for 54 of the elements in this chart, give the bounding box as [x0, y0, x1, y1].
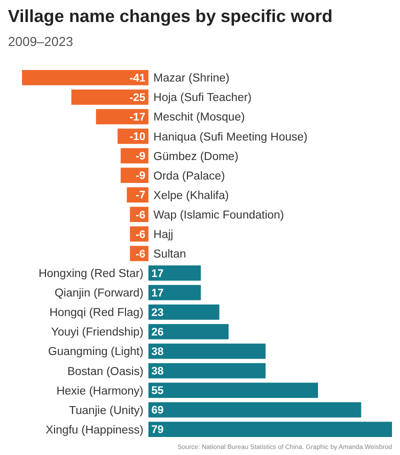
data-label: -6	[136, 248, 146, 260]
data-label: -6	[136, 209, 146, 222]
data-label: 17	[151, 287, 164, 300]
chart-subtitle: 2009–2023	[8, 34, 74, 49]
data-label: 69	[151, 404, 164, 417]
y-tick-label: Guangming (Light)	[48, 346, 144, 358]
data-label: -7	[136, 190, 146, 202]
data-label: -41	[130, 72, 146, 84]
y-tick-label: Orda (Palace)	[153, 170, 226, 182]
chart-title: Village name changes by specific word	[8, 6, 333, 26]
y-tick-label: Meschit (Mosque)	[153, 112, 245, 124]
y-tick-label: Qianjin (Forward)	[54, 288, 144, 300]
y-tick-label: Hexie (Harmony)	[56, 385, 144, 398]
bar	[148, 382, 318, 398]
y-tick-label: Youyi (Friendship)	[51, 326, 144, 339]
bar	[148, 363, 266, 378]
y-tick-label: Hoja (Sufi Teacher)	[153, 92, 252, 104]
y-tick-label: Gümbez (Dome)	[153, 150, 239, 163]
data-label: -10	[130, 131, 146, 144]
data-label: 26	[151, 326, 164, 339]
y-tick-label: Hongqi (Red Flag)	[49, 307, 144, 320]
y-tick-label: Haniqua (Sufi Meeting House)	[153, 131, 308, 144]
bar	[120, 168, 148, 183]
data-label: 23	[151, 306, 164, 319]
bar	[148, 304, 220, 320]
data-label: -17	[130, 112, 146, 124]
bar	[22, 70, 148, 86]
bar	[71, 90, 148, 105]
y-tick-label: Xingfu (Happiness)	[46, 424, 144, 436]
y-tick-label: Wap (Islamic Foundation)	[153, 209, 284, 222]
bar	[148, 402, 362, 418]
bar	[148, 344, 266, 359]
bar	[148, 265, 201, 281]
y-tick-label: Xelpe (Khalifa)	[153, 190, 230, 202]
y-tick-label: Hajj	[153, 228, 174, 241]
bar	[148, 284, 201, 300]
bar	[120, 148, 148, 164]
data-label: 79	[151, 424, 164, 436]
bar	[148, 324, 229, 340]
bar	[96, 109, 148, 124]
data-label: 38	[151, 346, 164, 358]
data-label: 38	[151, 366, 164, 378]
data-label: 55	[151, 385, 164, 398]
data-label: -9	[136, 170, 146, 182]
data-label: -25	[130, 92, 146, 104]
data-label: -6	[136, 228, 146, 241]
y-tick-label: Mazar (Shrine)	[153, 72, 230, 85]
y-tick-label: Bostan (Oasis)	[67, 366, 144, 378]
y-tick-label: Hongxing (Red Star)	[38, 268, 144, 280]
y-tick-label: Sultan	[153, 248, 186, 261]
bar	[148, 422, 392, 437]
y-tick-label: Tuanjie (Unity)	[69, 404, 144, 417]
data-label: 17	[151, 268, 164, 280]
data-label: -9	[136, 150, 146, 163]
